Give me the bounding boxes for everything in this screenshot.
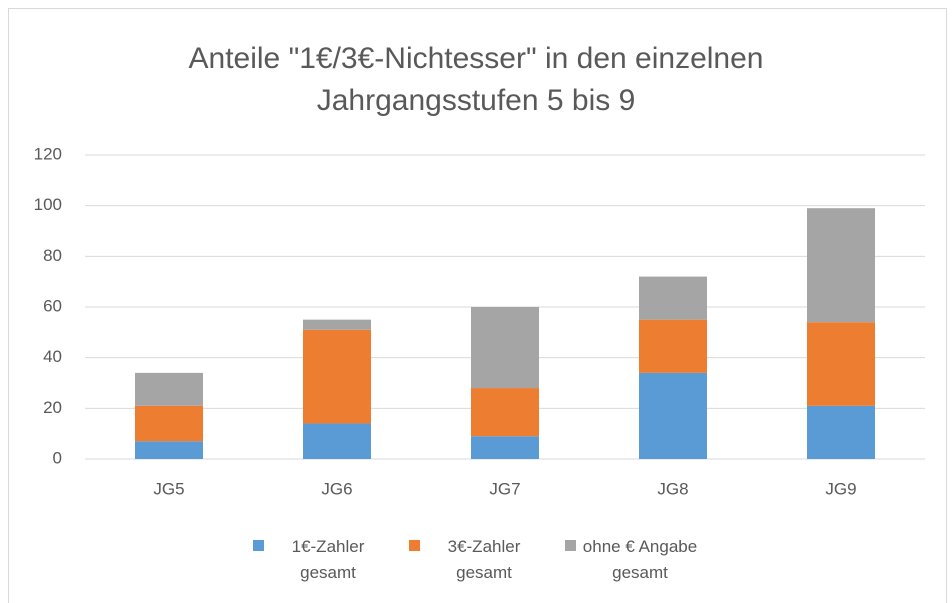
bar-segment xyxy=(471,436,539,459)
chart-title: Anteile "1€/3€-Nichtesser" in den einzel… xyxy=(188,42,764,117)
x-tick-label: JG6 xyxy=(321,479,352,498)
legend: 1€-Zahler gesamt 3€-Zahler gesamt ohne € A… xyxy=(0,534,952,586)
legend-item: 3€-Zahler gesamt xyxy=(409,534,543,586)
legend-item: 1€-Zahler gesamt xyxy=(253,534,387,586)
bar-segment xyxy=(303,423,371,459)
bar-segment xyxy=(639,372,707,459)
bar-segment xyxy=(639,319,707,373)
bar-segment xyxy=(807,322,875,406)
y-tick-label: 80 xyxy=(43,246,62,265)
bar-segment xyxy=(807,405,875,459)
chart-border xyxy=(8,8,947,603)
bar-segment xyxy=(135,441,203,459)
x-tick-label: JG5 xyxy=(153,479,184,498)
bar-segment xyxy=(303,329,371,424)
y-tick-label: 100 xyxy=(34,195,62,214)
bar-segment xyxy=(471,307,539,389)
bar-segment xyxy=(303,319,371,330)
legend-label: 3€-Zahler gesamt xyxy=(447,537,521,582)
y-tick-label: 20 xyxy=(43,398,62,417)
bar-segment xyxy=(807,208,875,323)
legend-label: 1€-Zahler gesamt xyxy=(291,537,365,582)
x-tick-label: JG8 xyxy=(657,479,688,498)
legend-swatch xyxy=(409,540,420,551)
y-tick-label: 120 xyxy=(34,144,62,163)
bar-segment xyxy=(135,372,203,406)
legend-label: ohne € Angabe gesamt xyxy=(582,537,698,582)
x-tick-label: JG9 xyxy=(825,479,856,498)
legend-item: ohne € Angabe gesamt xyxy=(565,534,699,586)
legend-swatch xyxy=(565,540,576,551)
x-tick-label: JG7 xyxy=(489,479,520,498)
legend-swatch xyxy=(253,540,264,551)
y-tick-label: 0 xyxy=(53,448,62,467)
bar-segment xyxy=(135,405,203,442)
bar-segment xyxy=(639,276,707,320)
y-tick-label: 40 xyxy=(43,347,62,366)
y-tick-label: 60 xyxy=(43,296,62,315)
bar-segment xyxy=(471,388,539,437)
